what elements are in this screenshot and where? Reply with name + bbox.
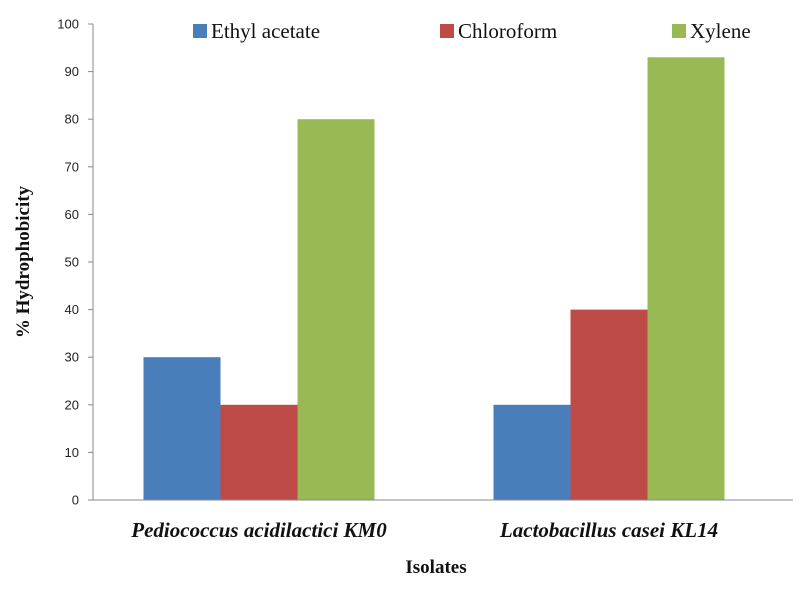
y-tick-label: 0 xyxy=(72,493,79,508)
y-tick-label: 40 xyxy=(65,302,79,317)
legend-label: Chloroform xyxy=(458,19,557,43)
legend: Ethyl acetate Chloroform Xylene xyxy=(193,19,751,43)
y-tick-label: 50 xyxy=(65,255,79,270)
legend-swatch xyxy=(193,24,207,38)
bar xyxy=(297,119,375,500)
legend-swatch xyxy=(440,24,454,38)
bar xyxy=(493,404,571,500)
legend-label: Ethyl acetate xyxy=(211,19,320,43)
y-tick-label: 90 xyxy=(65,64,79,79)
y-axis-title: % Hydrophobicity xyxy=(13,185,34,338)
y-tick-label: 10 xyxy=(65,445,79,460)
x-category-label: Pediococcus acidilactici KM0 xyxy=(130,518,387,542)
y-tick-label: 100 xyxy=(57,17,79,32)
bar xyxy=(647,57,725,500)
bar xyxy=(570,309,648,500)
bars xyxy=(143,57,725,500)
y-tick-label: 60 xyxy=(65,207,79,222)
bar xyxy=(220,404,298,500)
y-tick-label: 30 xyxy=(65,350,79,365)
y-tick-label: 80 xyxy=(65,112,79,127)
legend-label: Xylene xyxy=(690,19,751,43)
y-axis-ticks: 0 10 20 30 40 50 60 70 80 90 100 xyxy=(57,17,93,508)
x-axis-category-labels: Pediococcus acidilactici KM0 Lactobacillu… xyxy=(130,518,718,542)
x-axis-title: Isolates xyxy=(405,557,466,578)
y-tick-label: 20 xyxy=(65,397,79,412)
x-category-label: Lactobacillus casei KL14 xyxy=(499,518,718,542)
legend-swatch xyxy=(672,24,686,38)
bar xyxy=(143,357,221,500)
y-tick-label: 70 xyxy=(65,159,79,174)
